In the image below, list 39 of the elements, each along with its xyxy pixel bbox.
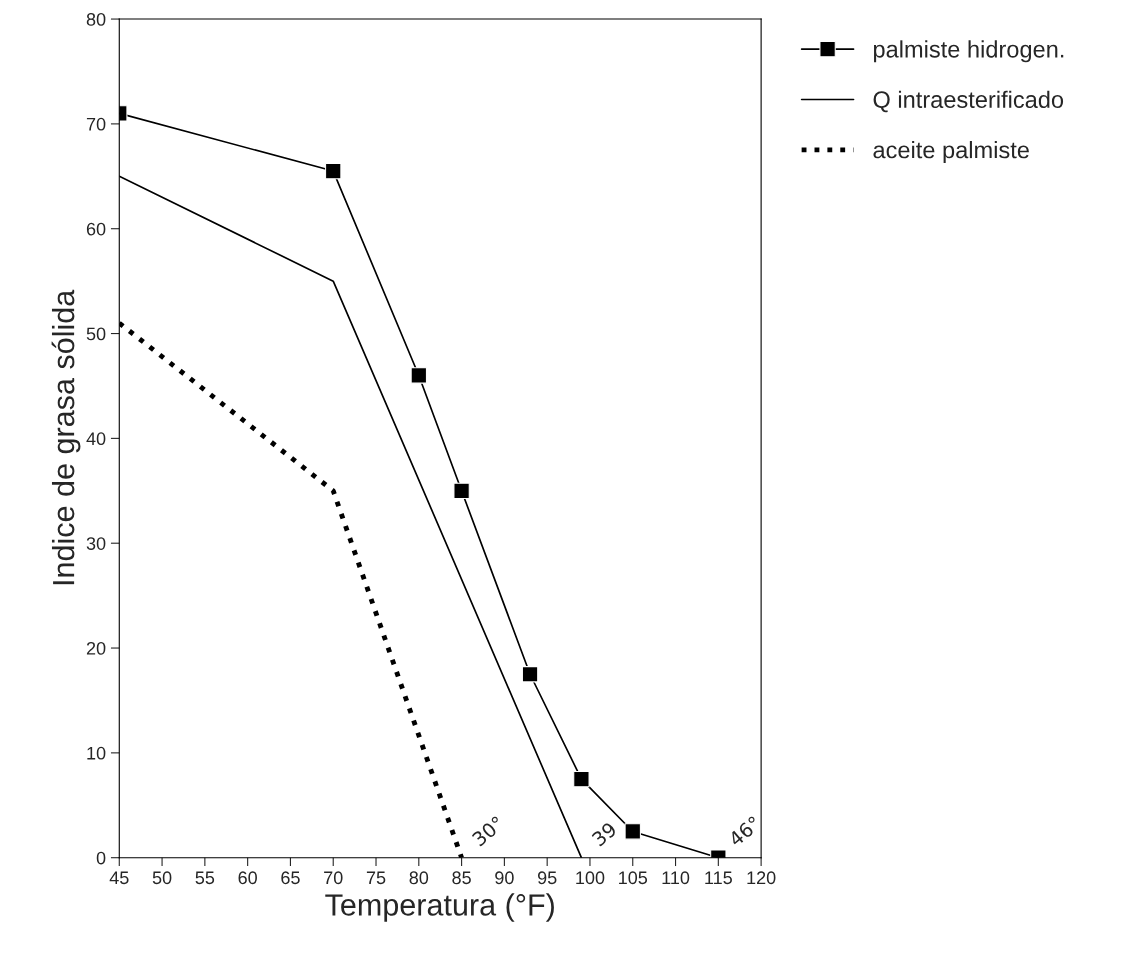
x-tick-label: 85 — [452, 871, 471, 885]
x-tick-label: 100 — [576, 871, 605, 885]
x-tick-label: 120 — [747, 871, 776, 885]
x-tick-label: 60 — [238, 871, 257, 885]
point — [624, 823, 641, 840]
y-tick-label: 40 — [86, 432, 106, 446]
point — [453, 482, 470, 499]
y-tick-label: 0 — [96, 851, 106, 865]
x-tick-label: 110 — [662, 871, 690, 885]
y-axis-title: Indice de grasa sólida — [51, 289, 81, 585]
annotation: 39 — [591, 821, 618, 847]
y-tick-label: 80 — [86, 12, 106, 26]
x-tick-label: 50 — [152, 871, 172, 885]
point — [410, 367, 427, 384]
x-tick-label: 115 — [705, 871, 732, 885]
x-tick-label: 45 — [109, 871, 129, 885]
x-tick-label: 90 — [495, 871, 514, 885]
y-tick-label: 20 — [86, 641, 106, 655]
point — [521, 666, 539, 683]
x-tick-label: 70 — [324, 871, 343, 885]
x-axis-title: Temperatura (°F) — [325, 893, 554, 922]
y-tick-label: 50 — [86, 327, 106, 341]
x-tick-label: 95 — [537, 871, 557, 885]
x-tick-label: 75 — [366, 871, 386, 885]
x-tick-label: 105 — [619, 871, 648, 885]
y-tick-label: 60 — [86, 222, 106, 236]
x-tick-label: 55 — [195, 871, 215, 885]
point — [573, 770, 590, 788]
legend-label: Q intraesterificado — [873, 90, 1064, 113]
annotation: 46° — [727, 815, 762, 848]
x-tick-label: 65 — [281, 871, 300, 885]
y-tick-label: 30 — [86, 537, 106, 550]
annotation: 30° — [471, 815, 505, 847]
y-tick-label: 10 — [87, 746, 106, 760]
x-tick-label: 80 — [409, 871, 429, 885]
legend-label: aceite palmiste — [873, 141, 1029, 164]
point — [325, 162, 342, 180]
legend-label: palmiste hidrogen. — [873, 40, 1064, 63]
y-tick-label: 70 — [86, 117, 106, 131]
